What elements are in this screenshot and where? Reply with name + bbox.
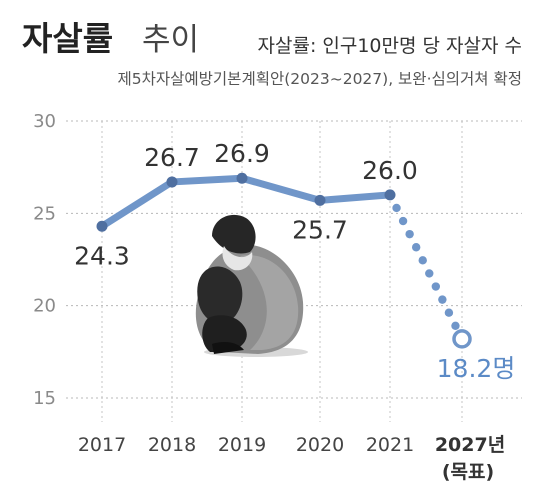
x-tick-label: 2021 (366, 434, 414, 456)
data-point (96, 220, 108, 232)
x-tick-label: 2027년 (435, 434, 505, 456)
data-label: 25.7 (292, 215, 348, 244)
data-label: 24.3 (74, 241, 130, 270)
y-tick-label: 30 (33, 111, 56, 132)
title-bold: 자살률 (22, 19, 113, 58)
data-labels: 24.3 26.7 26.9 25.7 26.0 18.2명 (74, 139, 515, 383)
x-tick-label: 2018 (148, 434, 196, 456)
x-tick-label: 2019 (218, 434, 266, 456)
target-dot (444, 308, 454, 317)
series-line (96, 172, 472, 349)
grid (66, 120, 522, 399)
y-axis: 15 20 25 30 (33, 111, 56, 409)
target-dot (411, 243, 421, 252)
x-tick-label: 2017 (78, 434, 126, 456)
y-tick-label: 15 (33, 388, 56, 409)
x-tick-label: 2020 (296, 434, 344, 456)
data-point (384, 189, 396, 201)
data-point (166, 176, 178, 188)
crouching-person-icon (195, 214, 308, 357)
target-dot (425, 269, 434, 278)
data-point (236, 172, 248, 184)
target-dot (418, 256, 427, 265)
data-label: 26.0 (362, 156, 418, 185)
x-axis: 2017 2018 2019 2020 2021 2027년 (목표) (78, 434, 505, 483)
data-label: 18.2명 (437, 354, 516, 383)
unit-note: 자살률: 인구10만명 당 자살자 수 (258, 35, 523, 57)
y-tick-label: 20 (33, 296, 56, 317)
target-dot (451, 321, 460, 331)
x-tick-note: (목표) (442, 461, 494, 483)
target-dot (438, 295, 447, 304)
y-tick-label: 25 (33, 203, 56, 224)
data-label: 26.7 (144, 143, 200, 172)
target-dot (398, 216, 408, 226)
target-dot (405, 229, 414, 239)
data-label: 26.9 (214, 139, 270, 168)
title-light: 추이 (142, 22, 199, 58)
source-note: 제5차자살예방기본계획안(2023~2027), 보완·심의거쳐 확정 (118, 70, 523, 88)
target-dot (392, 203, 401, 213)
target-dot (431, 282, 441, 291)
data-point (314, 194, 326, 206)
data-point-target (452, 329, 472, 349)
